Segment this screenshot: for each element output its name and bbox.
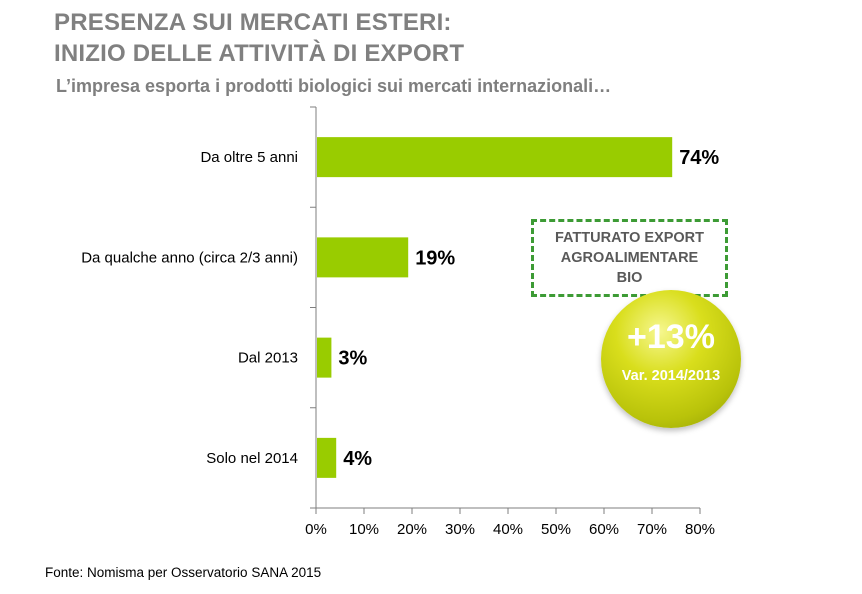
bar	[317, 337, 332, 378]
growth-badge: +13% Var. 2014/2013	[601, 290, 741, 428]
x-tick-label: 0%	[305, 521, 327, 538]
x-tick-label: 30%	[445, 521, 475, 538]
category-label: Da oltre 5 anni	[200, 149, 298, 166]
value-label: 19%	[415, 247, 455, 269]
x-tick-label: 80%	[685, 521, 715, 538]
x-tick-label: 50%	[541, 521, 571, 538]
chart-subtitle: L’impresa esporta i prodotti biologici s…	[56, 76, 612, 96]
source-note: Fonte: Nomisma per Osservatorio SANA 201…	[45, 565, 322, 580]
category-label: Dal 2013	[238, 350, 298, 367]
bar	[317, 237, 409, 278]
value-label: 3%	[338, 348, 367, 370]
x-tick-label: 60%	[589, 521, 619, 538]
growth-badge-value: +13%	[627, 318, 715, 356]
category-label: Da qualche anno (circa 2/3 anni)	[81, 249, 298, 266]
callout-line-1: FATTURATO EXPORT	[554, 230, 705, 246]
bar	[317, 437, 337, 478]
x-tick-label: 70%	[637, 521, 667, 538]
category-label: Solo nel 2014	[206, 450, 298, 467]
value-label: 74%	[679, 147, 719, 169]
export-revenue-callout: FATTURATO EXPORT AGROALIMENTARE BIO	[531, 219, 728, 297]
value-label: 4%	[343, 448, 372, 470]
growth-badge-label: Var. 2014/2013	[621, 368, 721, 384]
chart-title-line-1: PRESENZA SUI MERCATI ESTERI:	[54, 9, 452, 36]
x-tick-label: 10%	[349, 521, 379, 538]
callout-line-2: AGROALIMENTARE	[560, 250, 699, 266]
chart-title-line-2: INIZIO DELLE ATTIVITÀ DI EXPORT	[54, 40, 465, 67]
callout-line-3: BIO	[616, 270, 643, 286]
x-tick-label: 40%	[493, 521, 523, 538]
x-tick-label: 20%	[397, 521, 427, 538]
bar	[317, 137, 673, 178]
